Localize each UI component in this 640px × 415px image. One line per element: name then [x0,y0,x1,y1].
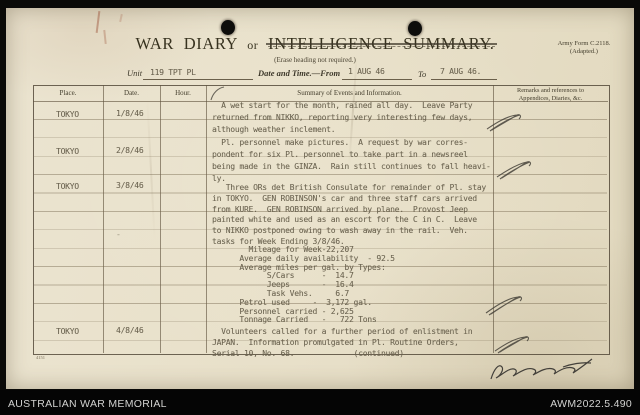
unit-value: 119 TPT PL [150,68,196,77]
column-line [493,85,494,353]
pen-initial-icon [492,334,534,356]
entry-vehicle-stats: Mileage for Week-22,207 Average daily av… [239,245,395,325]
ruled-lines [34,119,607,341]
column-header-remarks: Remarks and references to Appendices, Di… [517,87,584,102]
date-to-value: 7 AUG 46. [440,67,482,76]
diary-table [33,85,610,355]
entry-place: TOKYO [56,327,79,336]
title-struck-intelligence-summary: INTELLIGENCE SUMMARY. [266,34,498,53]
awm-caption-left: AUSTRALIAN WAR MEMORIAL [8,398,167,410]
column-line [206,85,207,353]
date-from-underline [342,69,412,80]
pen-initial-icon [483,293,527,318]
entry-date: 3/8/46 [116,181,144,190]
column-header-place: Place. [59,89,77,97]
entry-place: TOKYO [56,110,79,119]
column-header-summary: Summary of Events and Information. [297,89,402,97]
pen-stroke-icon [208,85,226,102]
paper-sheet [6,8,634,389]
entry-summary: A wet start for the month, rained all da… [212,101,473,134]
to-label: To [418,69,427,79]
title-or: or [247,38,259,52]
stray-dash-mark: - [116,230,121,239]
column-line [103,85,104,353]
entry-summary: Three ORs det British Consulate for rema… [212,183,486,246]
unit-underline [143,69,253,80]
entry-place: TOKYO [56,182,79,191]
army-form-number: Army Form C.2118. (Adapted.) [557,40,611,55]
awm-accession-number: AWM2022.5.490 [550,398,632,410]
print-code: 4151 [36,355,45,360]
title-note: (Erase heading not required.) [274,56,356,64]
signature [487,355,597,385]
entry-date: 2/8/46 [116,146,144,155]
unit-label: Unit [127,68,143,78]
awm-caption-bar: AUSTRALIAN WAR MEMORIAL AWM2022.5.490 [0,390,640,415]
header-separator-line [33,101,608,102]
punch-hole-icon [408,21,422,36]
pen-initial-icon [484,112,526,134]
entry-summary: Volunteers called for a further period o… [212,327,473,358]
entry-place: TOKYO [56,147,79,156]
entry-date: 1/8/46 [116,109,144,118]
column-header-hour: Hour. [175,89,191,97]
entry-date: 4/8/46 [116,326,144,335]
column-header-date: Date. [124,89,139,97]
column-line [160,85,161,353]
page-title: WAR DIARY or INTELLIGENCE SUMMARY. [100,34,530,54]
date-from-value: 1 AUG 46 [348,67,385,76]
date-to-underline [431,69,497,80]
punch-hole-icon [221,20,235,35]
entry-summary: Pl. personnel make pictures. A request b… [212,138,491,183]
pen-initial-icon [494,158,536,182]
date-time-label: Date and Time.—From [258,68,341,78]
title-war-diary: WAR DIARY [135,34,238,53]
